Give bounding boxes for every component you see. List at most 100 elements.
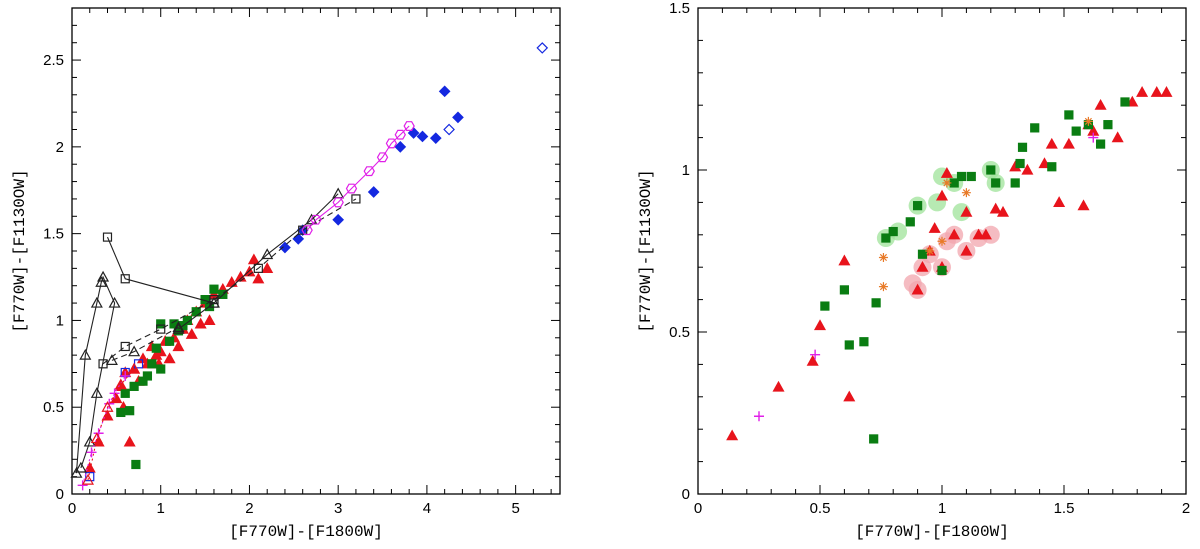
data-point-square	[1010, 178, 1020, 188]
data-point-plus	[104, 398, 115, 409]
data-point-square	[1071, 126, 1081, 136]
data-point-hexagon	[310, 214, 322, 225]
x-tick-label: 0	[68, 500, 76, 517]
data-point-diamond	[452, 111, 464, 124]
x-tick-label: 0	[694, 500, 702, 517]
data-point-triangle	[128, 345, 141, 357]
data-point-triangle	[252, 272, 265, 284]
data-point-square	[839, 285, 850, 295]
data-point-plus	[86, 447, 97, 458]
data-point-triangle	[90, 432, 103, 444]
data-point-triangle	[935, 189, 949, 201]
series-magenta-hexagon	[301, 121, 415, 236]
data-point-diamond	[332, 213, 345, 226]
data-point-triangle	[1160, 86, 1173, 97]
data-point-star	[878, 252, 888, 262]
data-point-triangle	[172, 321, 185, 332]
data-point-triangle	[772, 380, 785, 392]
data-point-square	[156, 324, 166, 334]
data-point-square	[859, 337, 869, 347]
data-point-square	[147, 359, 157, 369]
y-tick-label: 2.5	[43, 52, 64, 69]
data-point-triangle	[234, 270, 247, 282]
series-green-square	[820, 97, 1130, 444]
x-tick-label: 2	[1182, 500, 1190, 517]
data-point-hexagon	[332, 197, 344, 208]
series-magenta-plus	[754, 132, 1099, 422]
data-point-diamond	[416, 130, 429, 143]
left-panel: 0 1 2 3 4 5 0 0.5 1 1.5 2 2.5 [F770W]-[F1800W] [F770W…	[11, 7, 561, 541]
data-point-square	[209, 284, 219, 294]
x-tick-label: 1	[157, 500, 165, 517]
data-point-hexagon	[385, 138, 398, 149]
data-point-star	[878, 282, 888, 292]
data-point-triangle	[972, 228, 985, 240]
data-point-triangle	[911, 283, 924, 295]
series-line	[82, 375, 126, 486]
data-point-diamond	[536, 42, 549, 54]
y-tick-label: 0.5	[669, 324, 690, 341]
data-point-triangle	[1038, 157, 1051, 169]
data-point-hexagon	[301, 225, 313, 236]
y-tick-label: 1.5	[669, 0, 690, 17]
data-point-triangle	[916, 260, 929, 272]
data-point-square	[1030, 123, 1040, 133]
data-point-square	[937, 265, 947, 276]
data-point-triangle	[806, 354, 819, 366]
data-point-triangle	[960, 205, 973, 217]
y-axis-label: [F770W]-[F1130OW]	[637, 169, 655, 332]
data-point-star	[961, 188, 971, 198]
y-tick-label: 0	[56, 486, 64, 503]
data-point-hexagon	[376, 152, 389, 163]
y-tick-label: 1.5	[43, 226, 64, 243]
series-black-triangle	[105, 321, 185, 365]
data-point-square	[142, 371, 153, 381]
data-point-triangle	[1150, 86, 1163, 97]
series-line	[306, 125, 410, 231]
data-point-square	[131, 459, 141, 470]
x-tick-label: 3	[334, 500, 342, 517]
data-point-triangle	[1077, 199, 1090, 211]
data-point-square	[956, 171, 967, 182]
data-point-square	[917, 249, 928, 259]
data-point-square	[1064, 110, 1074, 120]
data-point-square	[844, 340, 854, 350]
series-line	[106, 236, 215, 304]
data-point-star	[942, 178, 952, 188]
series-orange-star	[878, 116, 1093, 292]
data-point-square	[156, 319, 166, 329]
x-tick-label: 0.5	[810, 500, 831, 517]
data-point-square	[116, 407, 126, 418]
data-point-hexagon	[345, 183, 358, 194]
data-point-star	[925, 246, 935, 256]
x-tick-label: 1.5	[1054, 500, 1075, 517]
data-point-diamond	[394, 141, 407, 153]
data-point-plus	[120, 370, 131, 381]
plot-frame	[71, 7, 561, 495]
data-point-triangle	[70, 466, 83, 478]
data-point-triangle	[843, 390, 856, 402]
data-point-plus	[1088, 132, 1099, 143]
data-point-triangle	[813, 319, 827, 331]
x-axis-label: [F770W]-[F1800W]	[855, 523, 1009, 541]
data-point-star	[1083, 116, 1093, 126]
data-point-square	[102, 232, 113, 242]
data-point-triangle	[105, 354, 118, 365]
data-point-triangle	[261, 248, 274, 260]
data-point-square	[888, 226, 898, 237]
y-tick-label: 1	[56, 312, 64, 329]
data-point-diamond	[429, 132, 442, 145]
data-point-triangle	[97, 270, 110, 282]
data-point-square	[120, 341, 130, 352]
x-tick-label: 2	[245, 500, 253, 517]
data-point-hexagon	[403, 121, 415, 131]
data-point-triangle	[114, 378, 127, 390]
y-tick-label: 1	[682, 162, 690, 179]
data-point-triangle	[1136, 86, 1149, 97]
data-point-square	[1120, 97, 1130, 107]
series-red-triangle	[83, 253, 274, 473]
data-point-square	[120, 274, 130, 284]
right-panel: 0 0.5 1 1.5 2 0 0.5 1 1.5 [F770W]-[F1800W] [F770W]…	[637, 0, 1190, 541]
series-line	[75, 275, 116, 474]
series-line	[87, 368, 135, 481]
